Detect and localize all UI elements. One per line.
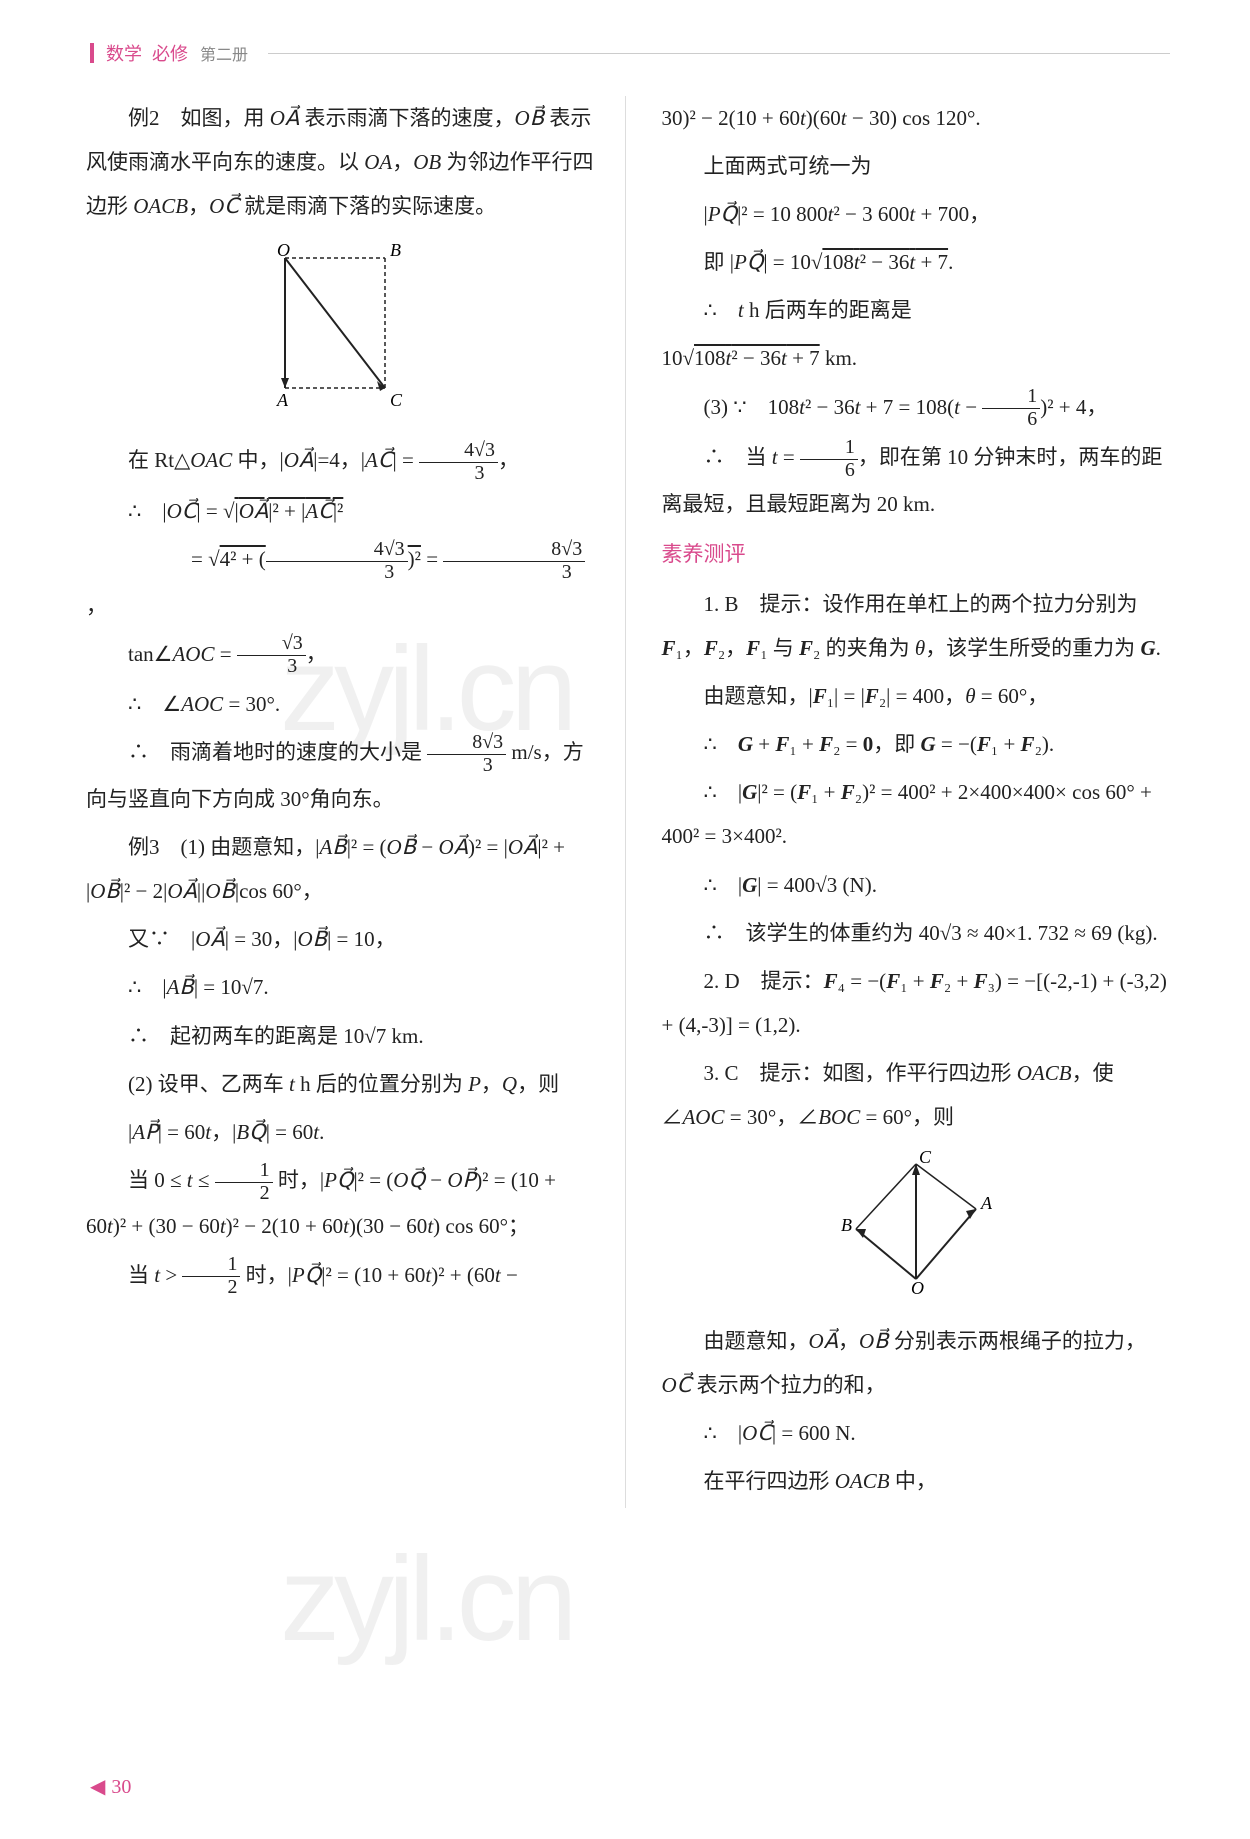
label-B: B [390,240,401,260]
q1-g: ∴ G + F₁ + F₂ = 0，即 G = −(F₁ + F₂). [661,722,1170,766]
p-case2: 当 t > 12 时，|PQ⃗|² = (10 + 60t)² + (60t − [86,1253,595,1300]
q1: 1. B 提示：设作用在单杠上的两个拉力分别为 F₁，F₂，F₁ 与 F₂ 的夹… [661,582,1170,670]
svg-text:C: C [919,1149,932,1167]
q3-meaning: 由题意知，OA⃗，OB⃗ 分别表示两根绳子的拉力，OC⃗ 表示两个拉力的和， [661,1319,1170,1407]
p-distance1: ∴ 起初两车的距离是 10√7 km. [86,1014,595,1058]
section-title: 素养测评 [661,532,1170,576]
level-label: 必修 [152,40,188,66]
p-distance-expr: 10√108t² − 36t + 7 km. [661,336,1170,380]
page-header: 数学 必修 第二册 [80,40,1170,66]
two-column-layout: 例2 如图，用 OA⃗ 表示雨滴下落的速度，OB⃗ 表示风使雨滴水平向东的速度。… [80,96,1170,1508]
p-ap-bq: |AP⃗| = 60t，|BQ⃗| = 60t. [86,1110,595,1154]
p-cont: 30)² − 2(10 + 60t)(60t − 30) cos 120°. [661,96,1170,140]
page-number-value: 30 [111,1776,131,1798]
example3-2: (2) 设甲、乙两车 t h 后的位置分别为 P，Q，则 [86,1062,595,1106]
p-pq: 即 |PQ⃗| = 10√108t² − 36t + 7. [661,240,1170,284]
label-A: A [276,390,289,410]
p-conclusion1: ∴ 雨滴着地时的速度的大小是 8√33 m/s，方向与竖直向下方向成 30°角向… [86,730,595,821]
q1-weight: ∴ 该学生的体重约为 40√3 ≈ 40×1. 732 ≈ 69 (kg). [661,911,1170,955]
left-column: 例2 如图，用 OA⃗ 表示雨滴下落的速度，OB⃗ 表示风使雨滴水平向东的速度。… [80,96,595,1508]
q3: 3. C 提示：如图，作平行四边形 OACB，使∠AOC = 30°，∠BOC … [661,1051,1170,1139]
q3-in: 在平行四边形 OACB 中， [661,1459,1170,1503]
p-oc-value: = √4² + (4√33)² = 8√33， [86,537,595,628]
header-rule [268,53,1170,54]
label-O: O [277,240,290,260]
p-ab: ∴ |AB⃗| = 10√7. [86,965,595,1009]
right-column: 30)² − 2(10 + 60t)(60t − 30) cos 120°. 上… [655,96,1170,1508]
example3-1: 例3 (1) 由题意知，|AB⃗|² = (OB⃗ − OA⃗)² = |OA⃗… [86,825,595,913]
p-rt-triangle: 在 Rt△OAC 中，|OA⃗|=4，|AC⃗| = 4√33， [86,438,595,485]
q3-ocval: ∴ |OC⃗| = 600 N. [661,1411,1170,1455]
p-pq2: |PQ⃗|² = 10 800t² − 3 600t + 700， [661,192,1170,236]
p-angle: ∴ ∠AOC = 30°. [86,682,595,726]
q1-g2: ∴ |G|² = (F₁ + F₂)² = 400² + 2×400×400× … [661,770,1170,858]
p-case1: 当 0 ≤ t ≤ 12 时，|PQ⃗|² = (OQ⃗ − OP⃗)² = (… [86,1158,595,1249]
svg-text:A: A [980,1193,993,1213]
p-oc-formula: ∴ |OC⃗| = √|OA⃗|² + |AC⃗|² [86,489,595,533]
svg-text:B: B [841,1215,852,1235]
example2-intro: 例2 如图，用 OA⃗ 表示雨滴下落的速度，OB⃗ 表示风使雨滴水平向东的速度。… [86,96,595,228]
example3-3: (3) ∵ 108t² − 36t + 7 = 108(t − 16)² + 4… [661,385,1170,432]
diagram-oacb-rect: O B A C [86,238,595,418]
p-tan: tan∠AOC = √33， [86,632,595,679]
page-triangle-icon: ◀ [90,1776,105,1798]
p-oa-ob: 又∵ |OA⃗| = 30，|OB⃗| = 10， [86,917,595,961]
diagram-oacb-parallelogram: O A B C [661,1149,1170,1299]
subject-label: 数学 [106,40,142,66]
watermark: zyjl.cn [280,1530,571,1668]
svg-text:O: O [911,1278,924,1298]
p-min: ∴ 当 t = 16，即在第 10 分钟末时，两车的距离最短，且最短距离为 20… [661,435,1170,526]
p-distance-t: ∴ t h 后两车的距离是 [661,288,1170,332]
page-number: ◀ 30 [90,1774,131,1799]
header-accent-bar [90,43,94,63]
q1-gval: ∴ |G| = 400√3 (N). [661,863,1170,907]
volume-label: 第二册 [200,41,248,65]
column-divider [625,96,626,1508]
label-C: C [390,390,403,410]
q1-given: 由题意知，|F₁| = |F₂| = 400，θ = 60°， [661,674,1170,718]
q2: 2. D 提示：F₄ = −(F₁ + F₂ + F₃) = −[(-2,-1)… [661,959,1170,1047]
p-unified: 上面两式可统一为 [661,144,1170,188]
